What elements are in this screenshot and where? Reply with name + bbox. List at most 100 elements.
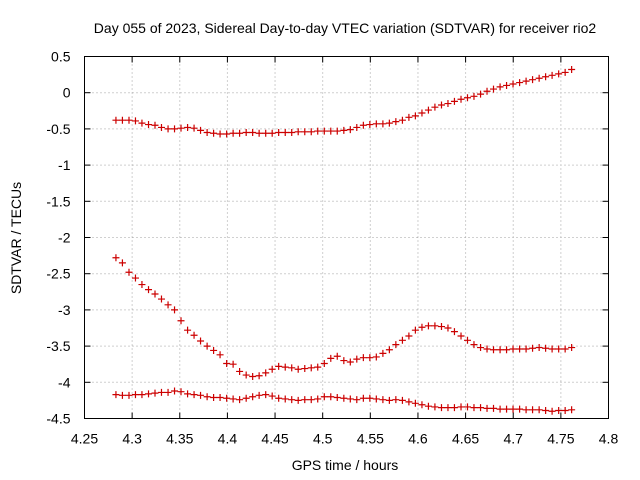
data-point (216, 394, 224, 402)
data-point (288, 396, 296, 404)
data-point (379, 120, 387, 128)
series-upper (112, 66, 576, 138)
data-point (320, 393, 328, 401)
data-point (184, 326, 192, 334)
data-point (385, 119, 393, 127)
data-point (483, 404, 491, 412)
data-point (138, 281, 146, 289)
data-point (398, 116, 406, 124)
series-middle (112, 254, 576, 381)
x-tick-label: 4.3 (122, 431, 142, 447)
data-point (477, 90, 485, 98)
data-point (353, 355, 361, 363)
data-point (405, 332, 413, 340)
data-point (437, 101, 445, 109)
data-point (503, 346, 511, 354)
data-point (112, 391, 120, 399)
data-point (223, 359, 231, 367)
data-point (509, 80, 517, 88)
data-point (268, 129, 276, 137)
data-point (372, 395, 380, 403)
x-tick-label: 4.4 (218, 431, 238, 447)
data-point (333, 127, 341, 135)
data-point (568, 344, 576, 352)
data-point (249, 129, 257, 137)
data-point (509, 405, 517, 413)
data-point (424, 106, 432, 114)
data-point (431, 403, 439, 411)
data-point (242, 394, 250, 402)
data-point (242, 371, 250, 379)
data-point (268, 392, 276, 400)
data-point (418, 401, 426, 409)
data-point (125, 268, 133, 276)
data-point (366, 121, 374, 129)
data-point (131, 117, 139, 125)
y-tick-label: -3.5 (46, 338, 70, 354)
data-point (444, 324, 452, 332)
data-point (366, 354, 374, 362)
data-point (561, 345, 569, 353)
data-point (346, 358, 354, 366)
data-point (463, 403, 471, 411)
data-point (138, 119, 146, 127)
data-point (242, 129, 250, 137)
data-point (223, 394, 231, 402)
data-point (516, 79, 524, 87)
data-point (249, 373, 257, 381)
data-point (229, 395, 237, 403)
data-point (327, 354, 335, 362)
data-point (171, 125, 179, 133)
data-point (398, 396, 406, 404)
data-point (262, 391, 270, 399)
data-point (294, 396, 302, 404)
data-point (301, 128, 309, 136)
data-point (529, 344, 537, 352)
data-point (535, 74, 543, 82)
data-point (372, 120, 380, 128)
data-point (346, 395, 354, 403)
data-point (320, 359, 328, 367)
data-point (151, 389, 159, 397)
x-tick-label: 4.35 (166, 431, 193, 447)
data-point (145, 121, 153, 129)
data-point (359, 354, 367, 362)
data-point (131, 391, 139, 399)
data-point (568, 66, 576, 74)
data-point (548, 345, 556, 353)
data-point (307, 396, 315, 404)
x-tick-label: 4.6 (408, 431, 428, 447)
data-point (411, 399, 419, 407)
data-point (418, 323, 426, 331)
data-point (275, 129, 283, 137)
data-point (125, 391, 133, 399)
data-point (177, 388, 185, 396)
data-point (229, 129, 237, 137)
data-point (555, 407, 563, 415)
data-point (145, 286, 153, 294)
data-point (210, 394, 218, 402)
data-point (561, 68, 569, 76)
x-tick-label: 4.45 (261, 431, 288, 447)
data-point (190, 124, 198, 132)
data-point (405, 398, 413, 406)
data-point (529, 76, 537, 84)
data-point (294, 365, 302, 373)
data-point (236, 367, 244, 375)
data-point (145, 390, 153, 398)
data-point (379, 349, 387, 357)
x-tick-label: 4.8 (599, 431, 619, 447)
data-point (424, 322, 432, 330)
data-point (366, 394, 374, 402)
data-point (359, 394, 367, 402)
data-point (197, 337, 205, 345)
data-point (288, 129, 296, 137)
data-point (184, 390, 192, 398)
data-point (340, 357, 348, 365)
data-point (398, 336, 406, 344)
data-point (490, 404, 498, 412)
data-point (450, 328, 458, 336)
y-tick-label: -0.5 (46, 121, 70, 137)
data-point (157, 388, 165, 396)
data-point (477, 404, 485, 412)
